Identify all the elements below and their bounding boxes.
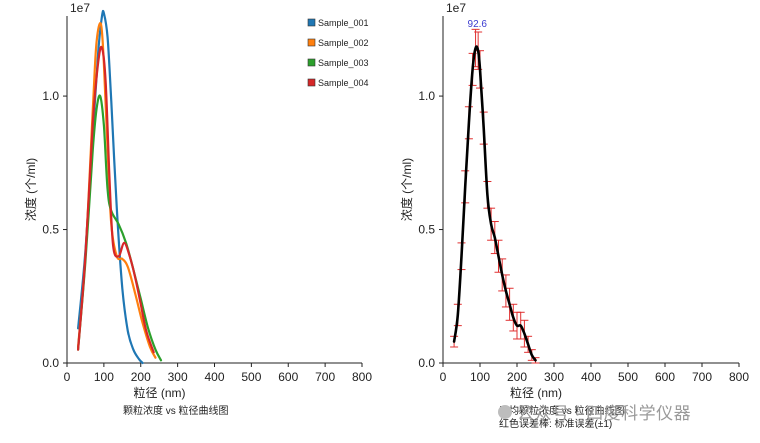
chart-caption-line: 红色误差棒: 标准误差(±1) [499,417,612,430]
legend-swatch [307,38,316,47]
x-tick-label: 800 [729,370,749,384]
legend-label: Sample_004 [318,78,369,88]
peak-label: 92.6 [468,19,488,30]
y-tick-label: 0.0 [42,356,59,370]
y-tick-label: 0.5 [42,223,59,237]
x-tick-label: 600 [655,370,675,384]
x-tick-label: 100 [470,370,490,384]
wechat-icon [498,404,512,419]
y-axis-title: 浓度 (个/ml) [23,158,38,221]
x-tick-label: 700 [315,370,335,384]
legend-label: Sample_003 [318,58,369,68]
legend-swatch [307,78,316,87]
series-line-4 [77,45,155,354]
x-tick-label: 600 [278,370,298,384]
legend-swatch [307,58,316,67]
x-tick-label: 0 [440,370,447,384]
y-tick-label: 0.5 [418,223,435,237]
x-tick-label: 300 [168,370,188,384]
series-line-1 [452,45,537,362]
x-tick-label: 200 [507,370,527,384]
legend-label: Sample_002 [318,38,369,48]
chart-caption: 颗粒浓度 vs 粒径曲线图 [123,404,229,417]
legend-label: Sample_001 [318,18,369,28]
chart-2: 0 100 200 300 400 500 600 700 800 0.0 0.5 1.0 1e7 粒径 … [399,1,749,430]
x-tick-label: 500 [618,370,638,384]
x-tick-label: 100 [94,370,114,384]
y-axis-title: 浓度 (个/ml) [399,158,414,221]
x-axis-title: 粒径 (nm) [510,385,562,400]
watermark-text: 公众号 · 四度科学仪器 [517,404,692,423]
x-tick-label: 400 [204,370,224,384]
y-scale-label: 1e7 [446,1,466,15]
y-tick-label: 0.0 [418,356,435,370]
x-tick-label: 500 [241,370,261,384]
x-tick-label: 0 [64,370,71,384]
chart-1: 0 100 200 300 400 500 600 700 800 0.0 0.5 1.0 1e7 粒径 … [23,1,372,417]
x-tick-label: 800 [352,370,372,384]
x-tick-label: 200 [131,370,151,384]
y-scale-label: 1e7 [70,1,90,15]
x-tick-label: 300 [544,370,564,384]
watermark: 公众号 · 四度科学仪器 [498,399,691,424]
x-tick-label: 400 [581,370,601,384]
chart-caption-line: 平均颗粒浓度 vs 粒径曲线图 [499,404,625,417]
x-axis-title: 粒径 (nm) [134,385,186,400]
legend-swatch [307,18,316,27]
x-tick-label: 700 [692,370,712,384]
y-tick-label: 1.0 [418,89,435,103]
y-tick-label: 1.0 [42,89,59,103]
